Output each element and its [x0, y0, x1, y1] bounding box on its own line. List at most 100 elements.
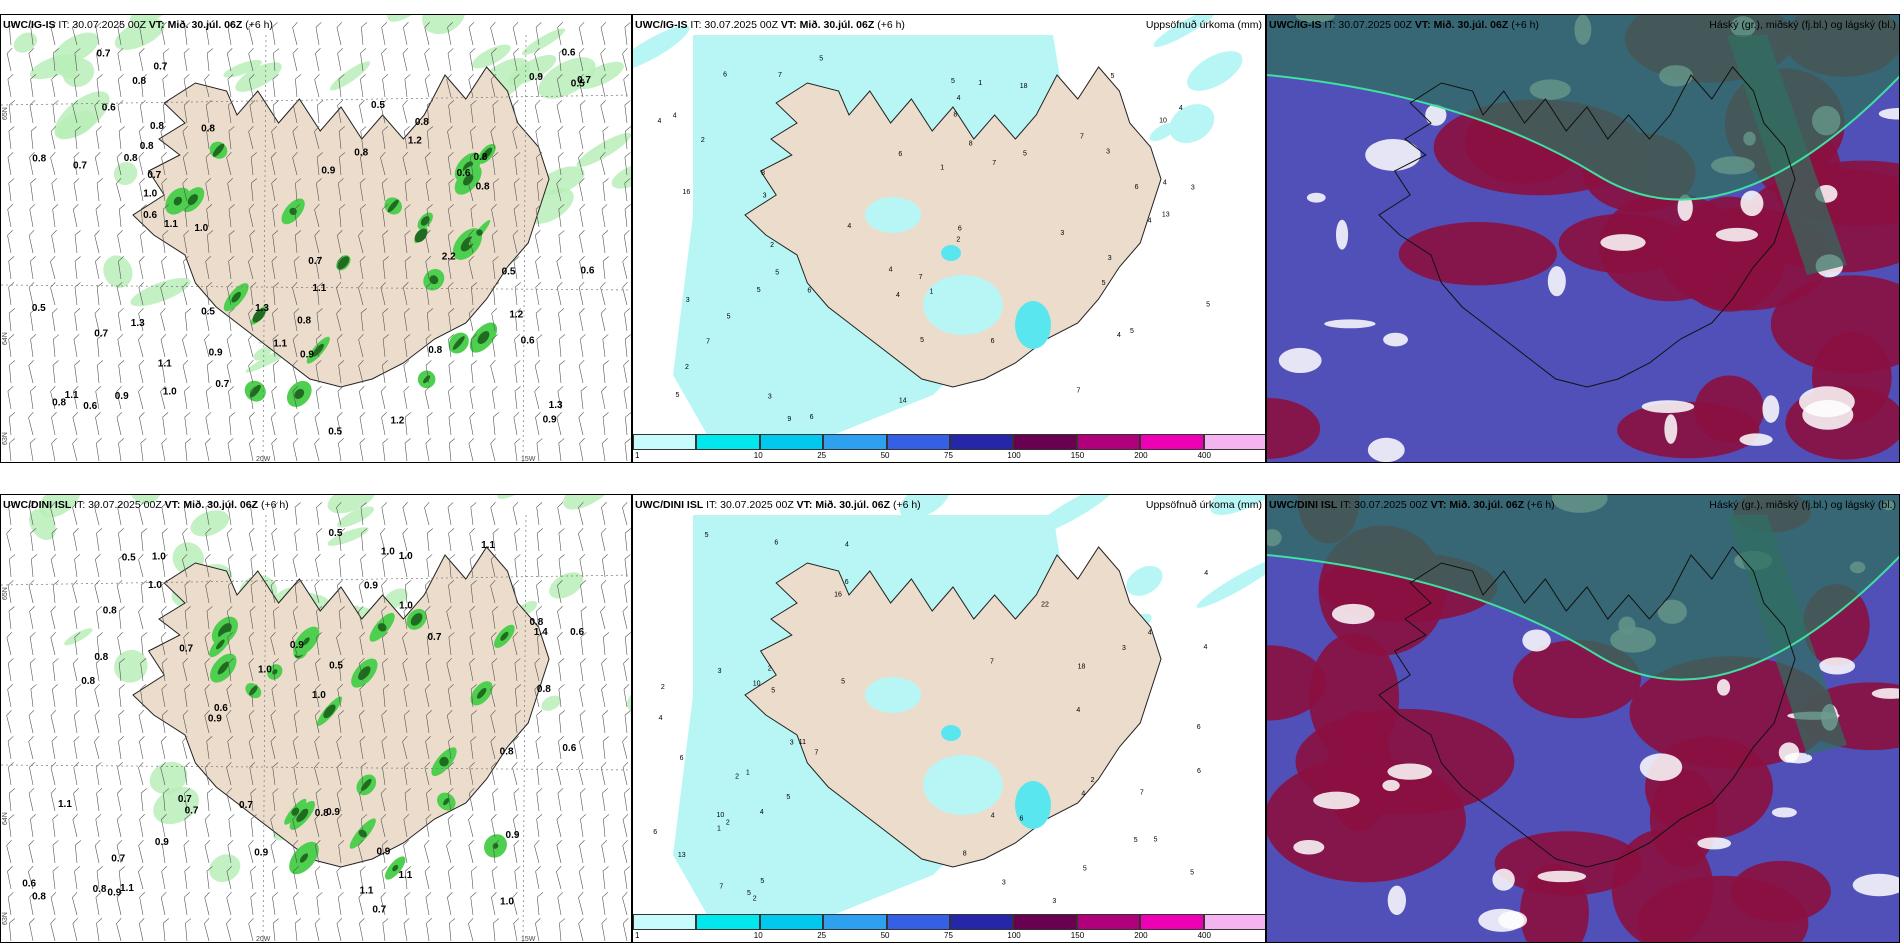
precip-value-label: 1.0 — [381, 546, 395, 557]
precip-amount-label: 5 — [747, 890, 751, 897]
colorbar-segment — [1140, 914, 1204, 930]
precip-value-label: 0.5 — [571, 78, 585, 89]
precip-value-label: 1.1 — [398, 870, 412, 881]
precip-value-label: 0.5 — [328, 427, 342, 438]
precip-map-panel-bottom: 10 5 6 7 5 6 10 4 5 6 4 5 4 13 11 4 3 5 6 4 5 7 2 4 5 6 3 4 5 3 18 4 2 5 7… — [632, 494, 1266, 943]
precip-amount-label: 7 — [1077, 388, 1081, 395]
precip-colorbar-top: 1 10 25 50 75 100 150 200 400 — [633, 432, 1265, 462]
cloud-map-bottom — [1267, 495, 1899, 942]
precip-amount-label: 3 — [790, 740, 794, 747]
precip-value-label: 0.8 — [94, 652, 108, 663]
precip-value-label: 0.8 — [354, 147, 368, 158]
colorbar-tick-label: 75 — [944, 451, 953, 460]
latitude-label: 63N — [2, 432, 9, 445]
precip-value-label: 0.5 — [122, 552, 136, 563]
precip-amount-label: 16 — [683, 189, 691, 196]
precip-value-label: 0.9 — [209, 347, 223, 358]
precip-amount-label: 2 — [770, 242, 774, 249]
precip-value-label: 0.7 — [185, 805, 199, 816]
precip-amount-label: 11 — [799, 739, 806, 746]
precip-value-label: 0.7 — [179, 643, 193, 654]
precip-value-label: 0.9 — [290, 640, 304, 651]
precip-amount-label: 6 — [898, 151, 902, 158]
precip-amount-label: 10 — [1159, 118, 1167, 125]
precip-amount-label: 1 — [978, 80, 982, 87]
precip-value-label: 0.8 — [140, 141, 154, 152]
precip-value-label: 0.6 — [143, 210, 157, 221]
precip-amount-label: 4 — [1163, 179, 1167, 186]
colorbar-segment — [633, 434, 697, 450]
precip-amount-label: 2 — [701, 137, 705, 144]
precip-value-label: 0.9 — [376, 846, 390, 857]
precip-value-label: 0.6 — [562, 743, 576, 754]
precip-value-label: 0.8 — [476, 182, 490, 193]
precip-amount-label: 3 — [1052, 898, 1056, 905]
colorbar-tick-label: 1 — [635, 931, 640, 940]
precip-amount-label: 3 — [1002, 879, 1006, 886]
precip-value-label: 0.7 — [372, 905, 386, 916]
colorbar-tick-label: 150 — [1070, 451, 1085, 460]
precip-map-top: 8456411065745551334375434534576284375564… — [633, 15, 1265, 462]
precip-value-label: 1.1 — [58, 799, 72, 810]
precip-amount-label: 5 — [1206, 301, 1210, 308]
precip-header-bottom: UWC/DINI ISL IT: 30.07.2025 00Z VT: Mið.… — [635, 499, 921, 511]
precip-value-label: 0.8 — [103, 606, 117, 617]
cloud-title-top: Háský (gr.), miðský (fj.bl.) og lágský (… — [1709, 19, 1896, 31]
precip-amount-label: 3 — [1122, 645, 1126, 652]
precip-amount-label: 1 — [940, 165, 944, 172]
precip-value-label: 0.8 — [537, 684, 551, 695]
precip-value-label: 1.0 — [163, 387, 177, 398]
longitude-label: 20W — [256, 936, 271, 943]
precip-value-label: 0.8 — [93, 884, 107, 895]
precip-colorbar-bottom: 1 10 25 50 75 100 150 200 400 — [633, 912, 1265, 942]
precip-value-label: 0.8 — [297, 316, 311, 327]
precip-amount-label: 7 — [990, 659, 994, 666]
precip-amount-label: 5 — [920, 337, 924, 344]
precip-value-label: 1.3 — [255, 303, 269, 314]
precip-value-label: 1.0 — [148, 580, 162, 591]
wind-header-top: UWC/IG-IS IT: 30.07.2025 00Z VT: Mið. 30… — [3, 19, 273, 31]
precip-amount-label: 4 — [1179, 105, 1183, 112]
colorbar-tick-label: 50 — [880, 451, 890, 460]
precip-amount-label: 3 — [1106, 148, 1110, 155]
precip-value-label: 0.7 — [94, 328, 108, 339]
precip-amount-label: 5 — [757, 287, 761, 294]
precip-amount-label: 4 — [991, 813, 995, 820]
precip-amount-label: 2 — [685, 364, 689, 371]
precip-map-panel-top: 8 4 5 6 4 1 10 6 5 7 4 5 5 5 13 3 4 3 7 5 4 3 4 5 3 4 5 7 6 2 8 4 3 7 5 5 6 4… — [632, 14, 1266, 463]
precip-value-label: 1.1 — [120, 883, 134, 894]
colorbar-segment — [1203, 914, 1265, 930]
precip-value-label: 0.7 — [178, 794, 192, 805]
precip-value-label: 0.5 — [371, 100, 385, 111]
precip-amount-label: 16 — [834, 592, 842, 599]
precip-amount-label: 7 — [919, 274, 923, 281]
precip-amount-label: 1 — [929, 289, 933, 296]
precip-amount-label: 4 — [847, 223, 851, 230]
precip-value-label: 0.9 — [364, 581, 378, 592]
colorbar-segment — [823, 914, 887, 930]
colorbar-segment — [1203, 434, 1265, 450]
precip-amount-label: 5 — [841, 678, 845, 685]
precip-value-label: 0.5 — [201, 306, 215, 317]
precip-amount-label: 6 — [1197, 768, 1201, 775]
colorbar-tick-label: 25 — [817, 451, 827, 460]
precip-value-label: 0.7 — [147, 170, 161, 181]
precip-value-label: 1.1 — [312, 283, 326, 294]
precip-value-label: 0.6 — [83, 401, 97, 412]
precip-value-label: 0.9 — [115, 391, 129, 402]
precip-value-label: 0.6 — [570, 627, 584, 638]
precip-value-label: 0.8 — [124, 153, 138, 164]
precip-value-label: 0.7 — [153, 62, 167, 73]
cloud-header-bottom: UWC/DINI ISL IT: 30.07.2025 00Z VT: Mið.… — [1269, 499, 1555, 511]
precip-value-label: 0.5 — [32, 303, 46, 314]
precip-amount-label: 3 — [768, 394, 772, 401]
precip-amount-label: 5 — [771, 687, 775, 694]
precip-value-label: 1.0 — [500, 896, 514, 907]
precip-value-label: 0.8 — [500, 747, 514, 758]
precip-value-label: 0.7 — [428, 632, 442, 643]
precip-amount-label: 4 — [673, 112, 677, 119]
precip-amount-label: 4 — [1076, 707, 1080, 714]
latitude-label: 63N — [2, 912, 9, 925]
precip-value-label: 0.9 — [155, 837, 169, 848]
